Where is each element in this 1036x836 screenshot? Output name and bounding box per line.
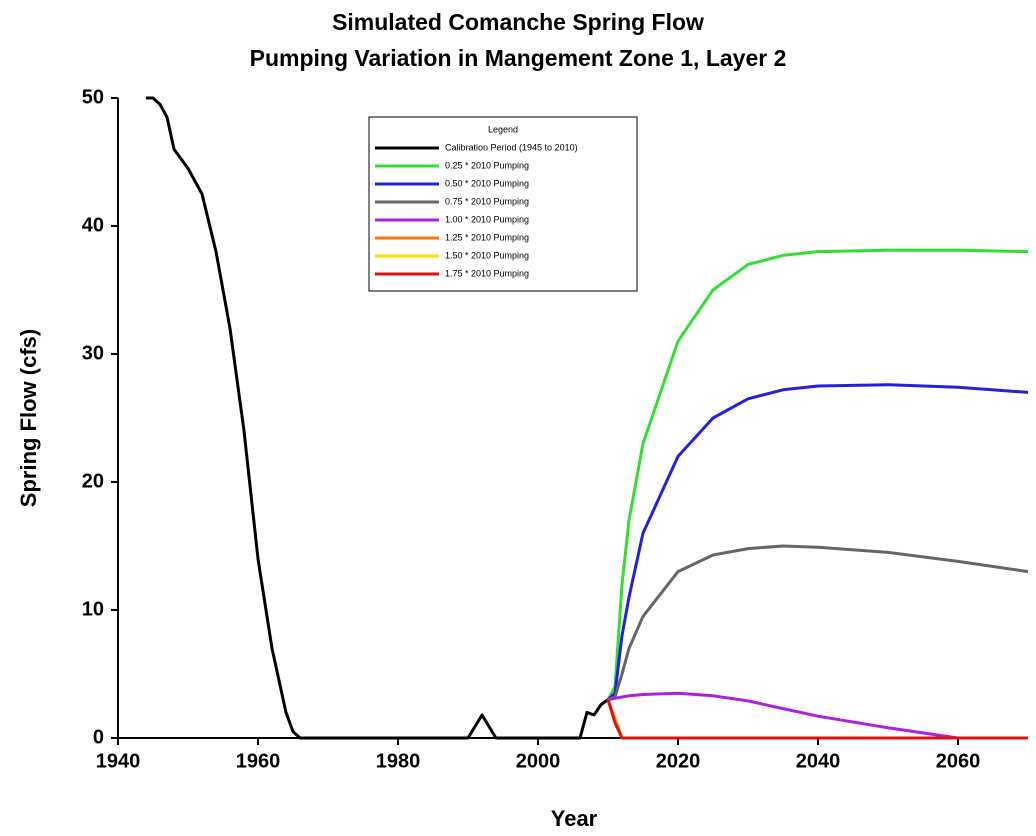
legend: Legend Calibration Period (1945 to 2010) 0… — [368, 116, 638, 292]
series-line — [606, 699, 1028, 740]
legend-label: 1.25 * 2010 Pumping — [445, 232, 529, 242]
x-tick-label: 1960 — [236, 750, 281, 772]
legend-label: 1.75 * 2010 Pumping — [445, 268, 529, 278]
y-tick-label: 40 — [82, 214, 104, 236]
legend-label: Calibration Period (1945 to 2010) — [445, 142, 578, 152]
x-tick-label: 2040 — [796, 750, 841, 772]
series-line — [606, 699, 1028, 740]
chart-title: Simulated Comanche Spring Flow — [332, 9, 704, 35]
x-tick-label: 2000 — [516, 750, 561, 772]
y-axis-label: Spring Flow (cfs) — [16, 329, 41, 507]
legend-label: 1.50 * 2010 Pumping — [445, 250, 529, 260]
legend-label: 0.75 * 2010 Pumping — [445, 196, 529, 206]
y-tick-label: 50 — [82, 86, 104, 108]
legend-label: 0.25 * 2010 Pumping — [445, 160, 529, 170]
x-tick-label: 2020 — [656, 750, 701, 772]
series-line — [146, 96, 609, 740]
x-axis-label: Year — [551, 806, 598, 831]
series-line — [606, 383, 1029, 701]
series-line — [607, 544, 1029, 702]
series-line — [607, 691, 1028, 740]
series-line — [606, 248, 1029, 701]
y-tick-label: 20 — [82, 470, 104, 492]
legend-title: Legend — [488, 124, 518, 134]
y-tick-label: 0 — [93, 726, 104, 748]
legend-box — [368, 116, 638, 292]
chart-subtitle: Pumping Variation in Mangement Zone 1, L… — [250, 45, 787, 71]
y-tick-label: 10 — [82, 598, 104, 620]
x-tick-label: 1940 — [96, 750, 141, 772]
x-tick-label: 1980 — [376, 750, 421, 772]
x-tick-label: 2060 — [936, 750, 981, 772]
y-tick-label: 30 — [82, 342, 104, 364]
legend-label: 1.00 * 2010 Pumping — [445, 214, 529, 224]
series-line — [606, 699, 1028, 740]
legend-label: 0.50 * 2010 Pumping — [445, 178, 529, 188]
